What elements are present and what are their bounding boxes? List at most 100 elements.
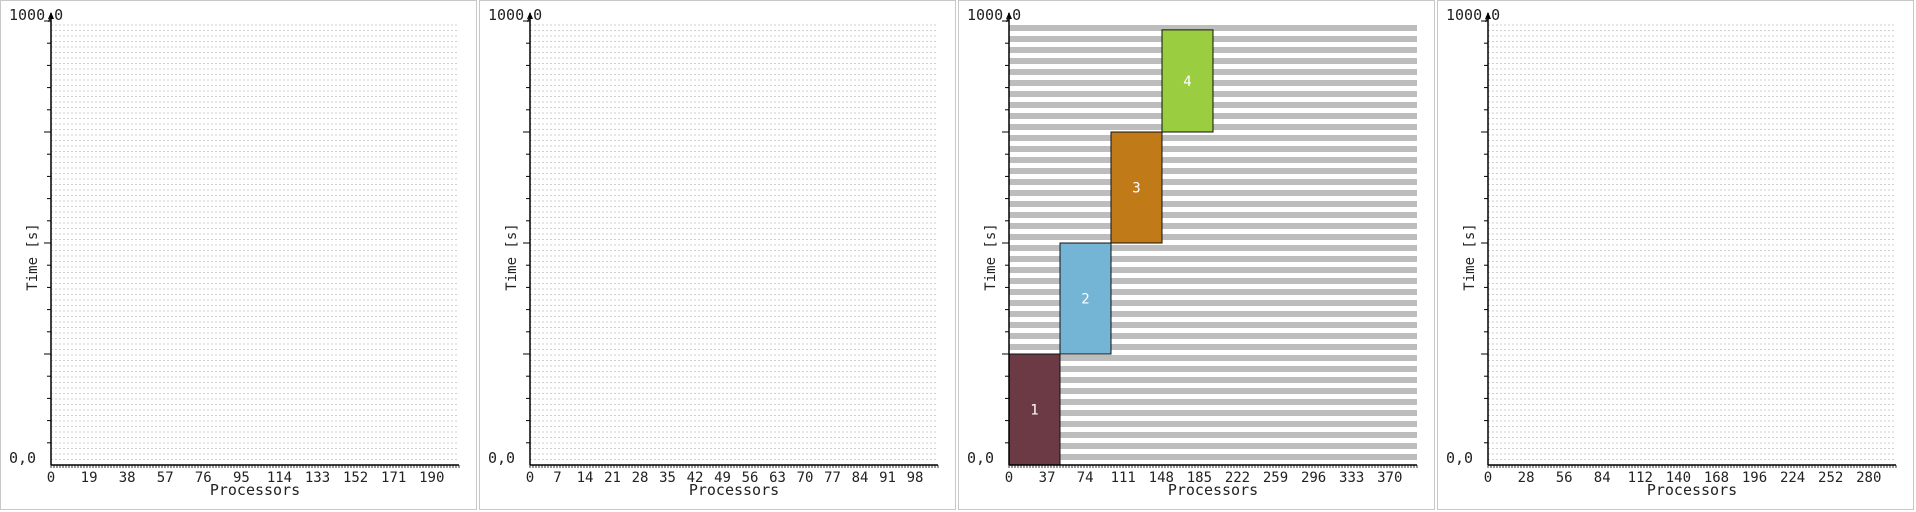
grid-band [1009,300,1417,306]
grid-band [1009,201,1417,207]
x-axis-title: Processors [210,481,300,499]
grid-band [1009,355,1417,361]
x-tick-label: 190 [419,470,444,486]
x-tick-label: 252 [1818,470,1843,486]
x-tick-label: 112 [1628,470,1653,486]
grid-band [1009,267,1417,273]
x-tick-label: 0 [47,470,55,486]
task-bar-4 [1161,29,1214,133]
grid-band [1009,366,1417,372]
x-tick-label: 0 [526,470,534,486]
y-axis-title: Time [s] [25,223,41,290]
x-tick-label: 259 [1263,470,1288,486]
grid-band [1009,278,1417,284]
x-tick-label: 95 [233,470,250,486]
task-label: 1 [1030,403,1038,419]
x-tick-label: 140 [1666,470,1691,486]
y-bottom-label: 0,0 [9,449,36,467]
y-top-label: 1000,0 [967,6,1021,24]
y-axis-title: Time [s] [983,223,999,290]
chart-panel-3: 1 2 3 4 1000,0 0,0 Time [s] 0 37 74 111 148 185 222 25… [958,0,1435,510]
grid-band [1009,223,1417,229]
x-tick-label: 70 [797,470,814,486]
x-tick-label: 0 [1005,470,1013,486]
grid-band [1009,421,1417,427]
x-tick-label: 28 [1518,470,1535,486]
grid-band [1009,399,1417,405]
y-axis-title: Time [s] [1462,223,1478,290]
y-bottom-label: 0,0 [488,449,515,467]
x-axis-title: Processors [689,481,779,499]
grid-band [1009,256,1417,262]
x-tick-label: 133 [305,470,330,486]
task-label: 3 [1132,181,1140,197]
task-label: 4 [1183,74,1191,90]
x-tick-label: 77 [824,470,841,486]
x-tick-label: 56 [1556,470,1573,486]
x-tick-label: 91 [879,470,896,486]
x-tick-label: 76 [195,470,212,486]
x-tick-label: 280 [1856,470,1881,486]
grid-band [1009,322,1417,328]
x-tick-label: 148 [1149,470,1174,486]
chart-svg-4: 1000,0 0,0 Time [s] 0 28 56 84 112 140 168 196 224 2… [1446,6,1897,499]
grid-band [1009,410,1417,416]
x-tick-label: 42 [687,470,704,486]
task-bar-3 [1110,131,1163,244]
grid-lines [51,24,459,460]
x-tick-label: 224 [1780,470,1805,486]
x-axis-title: Processors [1168,481,1258,499]
x-tick-label: 84 [852,470,869,486]
grid-band [1009,212,1417,218]
grid-band [1009,245,1417,251]
grid-band [1009,377,1417,383]
y-top-label: 1000,0 [9,6,63,24]
x-tick-label: 168 [1704,470,1729,486]
chart-svg-3: 1 2 3 4 1000,0 0,0 Time [s] 0 37 74 111 148 185 222 25… [967,6,1418,499]
x-tick-label: 57 [157,470,174,486]
x-tick-label: 152 [343,470,368,486]
chart-panel-2: 1000,0 0,0 Time [s] 0 7 14 21 28 35 42 49 56 63 70 77 8… [479,0,956,510]
grid-band [1009,179,1417,185]
x-tick-label: 114 [267,470,292,486]
x-axis-title: Processors [1647,481,1737,499]
x-tick-label: 0 [1484,470,1492,486]
x-tick-label: 222 [1225,470,1250,486]
grid-band [1009,157,1417,163]
y-top-label: 1000,0 [488,6,542,24]
x-tick-label: 370 [1377,470,1402,486]
y-top-label: 1000,0 [1446,6,1500,24]
chart-svg-1: 1000,0 0,0 Time [s] 0 19 38 57 76 95 114 133 152 171… [9,6,460,499]
grid-band [1009,146,1417,152]
chart-panel-4: 1000,0 0,0 Time [s] 0 28 56 84 112 140 168 196 224 2… [1437,0,1914,510]
grid-band [1009,234,1417,240]
x-tick-label: 84 [1594,470,1611,486]
y-axis-arrow [527,12,533,19]
y-axis-arrow [1485,12,1491,19]
task-bar-2 [1059,242,1112,355]
x-tick-label: 28 [632,470,649,486]
x-tick-label: 196 [1742,470,1767,486]
x-tick-label: 63 [769,470,786,486]
x-tick-label: 56 [742,470,759,486]
grid-band [1009,333,1417,339]
x-tick-label: 296 [1301,470,1326,486]
x-tick-label: 38 [119,470,136,486]
x-tick-label: 49 [714,470,731,486]
x-tick-label: 19 [81,470,98,486]
x-tick-label: 74 [1077,470,1094,486]
x-tick-label: 111 [1111,470,1136,486]
x-tick-label: 21 [604,470,621,486]
grid-band [1009,25,1417,31]
x-tick-label: 7 [553,470,561,486]
y-axis-title: Time [s] [504,223,520,290]
y-axis-arrow [48,12,54,19]
y-bottom-label: 0,0 [1446,449,1473,467]
grid-band [1009,289,1417,295]
x-tick-label: 185 [1187,470,1212,486]
grid-band [1009,311,1417,317]
grid-band [1009,388,1417,394]
x-tick-label: 35 [659,470,676,486]
x-tick-label: 14 [577,470,594,486]
x-tick-label: 333 [1339,470,1364,486]
